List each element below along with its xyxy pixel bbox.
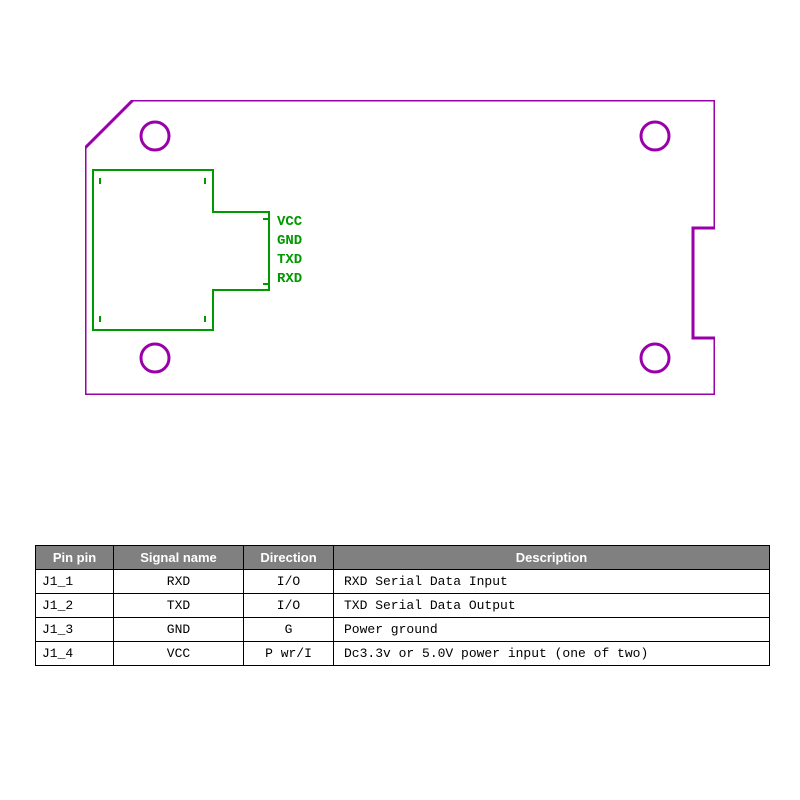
mounting-hole — [641, 344, 669, 372]
pin-label: TXD — [277, 252, 302, 268]
mounting-hole — [141, 344, 169, 372]
mounting-hole — [141, 122, 169, 150]
direction-cell: G — [244, 618, 334, 642]
direction-cell: I/O — [244, 594, 334, 618]
col-header-pin: Pin pin — [36, 546, 114, 570]
col-header-signal: Signal name — [114, 546, 244, 570]
description-cell: Dc3.3v or 5.0V power input (one of two) — [334, 642, 770, 666]
direction-cell: I/O — [244, 570, 334, 594]
pin-label: RXD — [277, 271, 302, 287]
pin-cell: J1_2 — [36, 594, 114, 618]
description-cell: TXD Serial Data Output — [334, 594, 770, 618]
pinout-table: Pin pin Signal name Direction Descriptio… — [35, 545, 770, 666]
col-header-direction: Direction — [244, 546, 334, 570]
table-row: J1_2TXDI/OTXD Serial Data Output — [36, 594, 770, 618]
mounting-hole — [641, 122, 669, 150]
table-header-row: Pin pin Signal name Direction Descriptio… — [36, 546, 770, 570]
pcb-svg — [85, 100, 715, 395]
pin-label: GND — [277, 233, 302, 249]
pcb-diagram: VCC GND TXD RXD — [85, 100, 715, 395]
pin-cell: J1_4 — [36, 642, 114, 666]
signal-cell: VCC — [114, 642, 244, 666]
signal-cell: GND — [114, 618, 244, 642]
signal-cell: TXD — [114, 594, 244, 618]
pin-cell: J1_3 — [36, 618, 114, 642]
description-cell: RXD Serial Data Input — [334, 570, 770, 594]
description-cell: Power ground — [334, 618, 770, 642]
col-header-description: Description — [334, 546, 770, 570]
board-outline — [85, 100, 715, 395]
pin-label: VCC — [277, 214, 302, 230]
table-row: J1_4VCCP wr/IDc3.3v or 5.0V power input … — [36, 642, 770, 666]
pin-cell: J1_1 — [36, 570, 114, 594]
signal-cell: RXD — [114, 570, 244, 594]
direction-cell: P wr/I — [244, 642, 334, 666]
table-row: J1_3GNDGPower ground — [36, 618, 770, 642]
table-row: J1_1RXDI/ORXD Serial Data Input — [36, 570, 770, 594]
connector-outline — [93, 170, 269, 330]
